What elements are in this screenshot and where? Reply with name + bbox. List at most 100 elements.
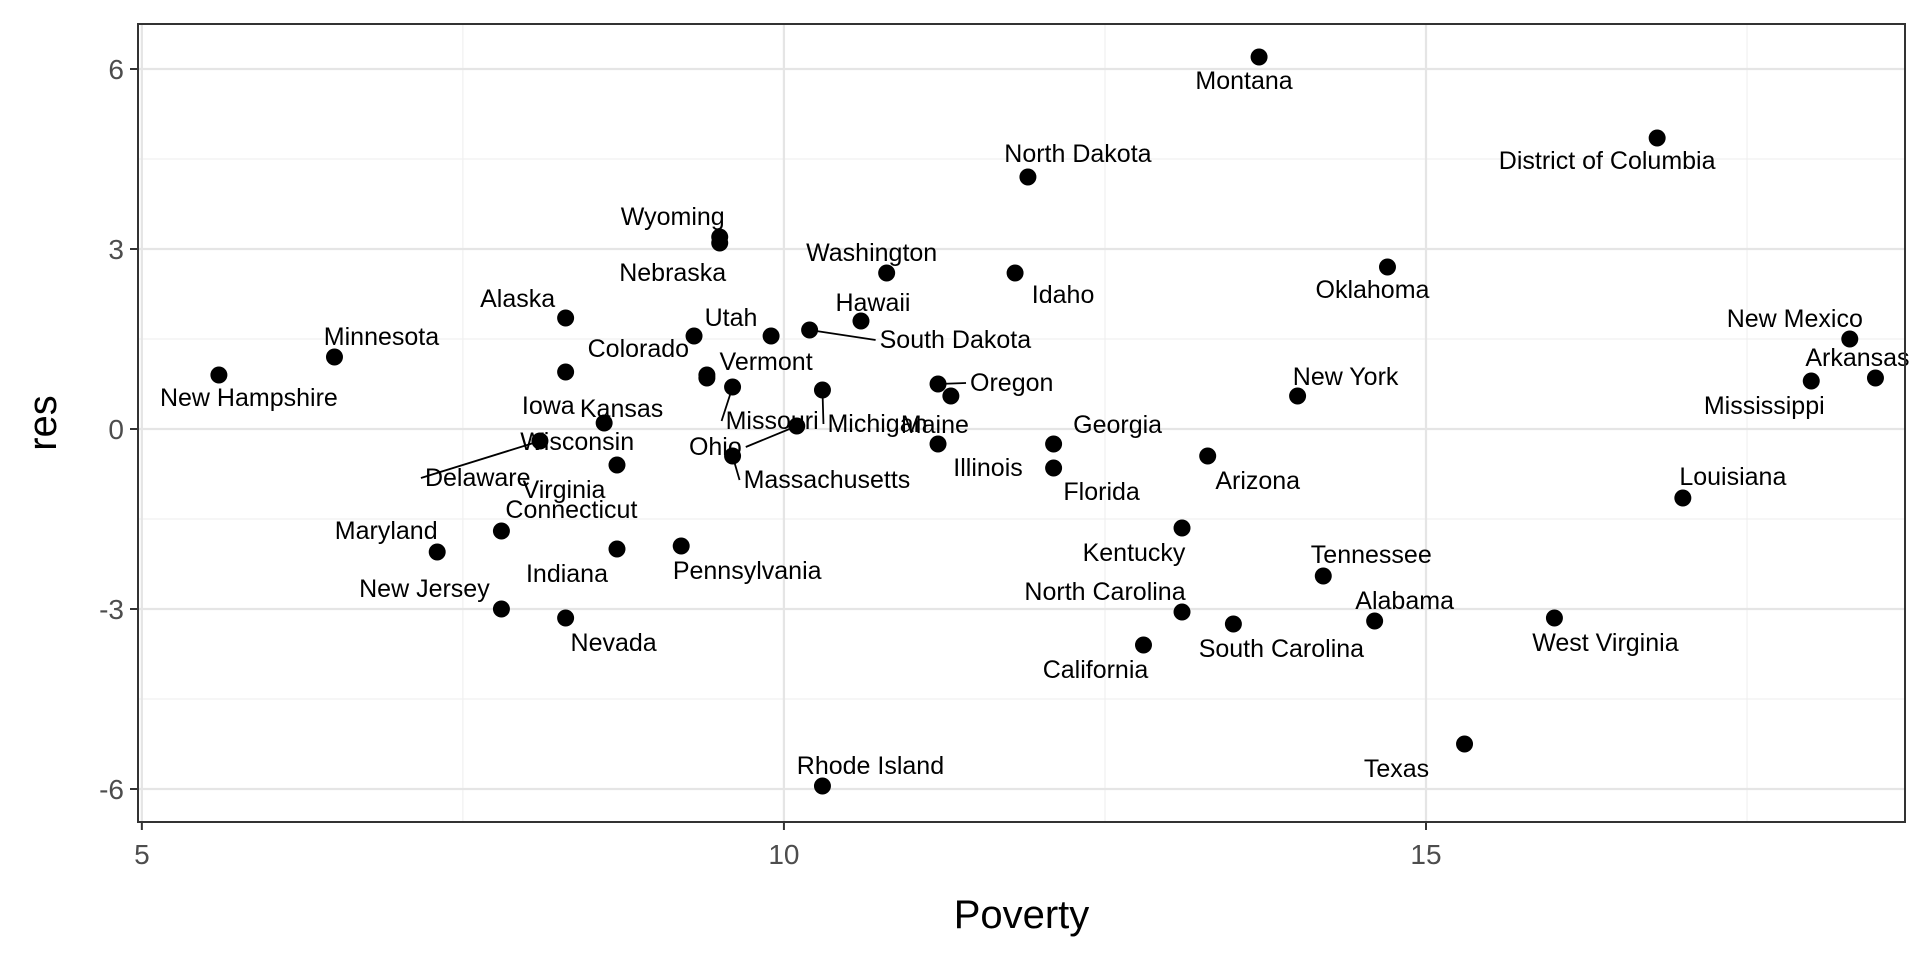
label-leader-south-dakota [809, 329, 876, 341]
grid [138, 24, 1905, 822]
x-axis-title: Poverty [954, 893, 1090, 937]
x-tick-label: 5 [134, 839, 150, 870]
label-leader-missouri [720, 386, 734, 422]
data-point-new-hampshire [210, 366, 228, 384]
x-tick-label: 15 [1410, 839, 1441, 870]
point-label-arizona: Arizona [1215, 467, 1300, 495]
point-label-virginia: Virginia [523, 476, 606, 504]
point-label-mississippi: Mississippi [1704, 392, 1825, 420]
point-label-new-mexico: New Mexico [1727, 305, 1863, 333]
data-point-indiana [608, 540, 626, 558]
data-point-florida [1045, 459, 1063, 477]
point-label-hawaii: Hawaii [835, 289, 910, 317]
point-label-wyoming: Wyoming [621, 203, 725, 231]
point-label-north-carolina: North Carolina [1024, 578, 1185, 606]
data-point-oklahoma [1378, 258, 1396, 276]
data-point-connecticut [492, 522, 510, 540]
data-point-utah [685, 327, 703, 345]
point-label-maine: Maine [901, 411, 969, 439]
point-label-missouri: Missouri [726, 407, 819, 435]
data-point-louisiana [1674, 489, 1692, 507]
axes: 5 10 15 6 3 0 -3 -6 [99, 54, 1441, 870]
data-point-idaho [1006, 264, 1024, 282]
point-label-louisiana: Louisiana [1679, 463, 1786, 491]
data-point-north-dakota [1019, 168, 1037, 186]
point-label-delaware: Delaware [425, 464, 531, 492]
data-point-new-york [1289, 387, 1307, 405]
data-point-georgia [1045, 435, 1063, 453]
point-label-tennessee: Tennessee [1311, 541, 1432, 569]
data-point-arkansas [1866, 369, 1884, 387]
point-label-new-york: New York [1293, 363, 1399, 391]
y-axis-title: res [21, 395, 65, 451]
label-leader-massachusetts [731, 455, 741, 481]
y-tick-label: 3 [108, 234, 124, 265]
point-label-new-hampshire: New Hampshire [160, 384, 338, 412]
point-labels: Montana District of Columbia North Dakota W… [160, 67, 1910, 783]
point-label-indiana: Indiana [526, 560, 608, 588]
data-point-washington [878, 264, 896, 282]
data-point-colorado [557, 363, 575, 381]
data-point-hawaii [852, 312, 870, 330]
data-point-nebraska [711, 234, 729, 252]
data-point-tennessee [1314, 567, 1332, 585]
point-label-minnesota: Minnesota [324, 323, 439, 351]
point-label-nevada: Nevada [571, 629, 657, 657]
point-label-pennsylvania: Pennsylvania [673, 557, 822, 585]
data-point-new-mexico [1841, 330, 1859, 348]
point-label-michigan: Michigan [827, 410, 927, 438]
plot-panel [137, 23, 1906, 823]
data-point-mississippi [1802, 372, 1820, 390]
point-label-kansas: Kansas [580, 395, 663, 423]
data-point-south-carolina [1224, 615, 1242, 633]
point-label-illinois: Illinois [953, 454, 1022, 482]
point-label-maryland: Maryland [335, 517, 438, 545]
point-label-texas: Texas [1364, 755, 1429, 783]
data-point-district-of-columbia [1648, 129, 1666, 147]
data-point-maryland [428, 543, 446, 561]
data-point-virginia [608, 456, 626, 474]
data-point-arizona [1199, 447, 1217, 465]
point-label-south-dakota: South Dakota [880, 326, 1032, 354]
point-label-idaho: Idaho [1032, 281, 1095, 309]
point-label-montana: Montana [1195, 67, 1292, 95]
point-label-north-dakota: North Dakota [1004, 140, 1151, 168]
data-point-alabama [1366, 612, 1384, 630]
point-label-georgia: Georgia [1073, 411, 1162, 439]
point-label-florida: Florida [1063, 478, 1140, 506]
point-label-colorado: Colorado [588, 335, 689, 363]
point-label-arkansas: Arkansas [1805, 344, 1909, 372]
data-point-new-jersey [492, 600, 510, 618]
data-point-montana [1250, 48, 1268, 66]
point-label-new-jersey: New Jersey [359, 575, 490, 603]
data-point-texas [1456, 735, 1474, 753]
data-point-kansas [698, 369, 716, 387]
point-label-ohio: Ohio [689, 433, 742, 461]
point-label-connecticut: Connecticut [505, 496, 637, 524]
data-point-wisconsin [595, 414, 613, 432]
point-label-oregon: Oregon [970, 369, 1053, 397]
data-point-west-virginia [1545, 609, 1563, 627]
point-label-alaska: Alaska [480, 285, 555, 313]
data-point-pennsylvania [672, 537, 690, 555]
point-label-vermont: Vermont [720, 348, 813, 376]
y-tick-label: -3 [99, 594, 124, 625]
label-leader-michigan [821, 389, 825, 425]
point-label-california: California [1043, 656, 1149, 684]
label-leader-ohio [745, 425, 798, 448]
point-label-utah: Utah [705, 304, 758, 332]
point-label-iowa: Iowa [522, 392, 575, 420]
data-point-maine [942, 387, 960, 405]
data-point-california [1134, 636, 1152, 654]
point-label-kentucky: Kentucky [1083, 539, 1186, 567]
point-label-oklahoma: Oklahoma [1316, 276, 1430, 304]
point-label-south-carolina: South Carolina [1199, 635, 1364, 663]
label-leader-oregon [937, 382, 967, 385]
data-point-vermont [762, 327, 780, 345]
point-label-washington: Washington [806, 239, 937, 267]
y-tick-label: 0 [108, 414, 124, 445]
data-point-alaska [557, 309, 575, 327]
data-point-rhode-island [813, 777, 831, 795]
point-label-west-virginia: West Virginia [1532, 629, 1678, 657]
